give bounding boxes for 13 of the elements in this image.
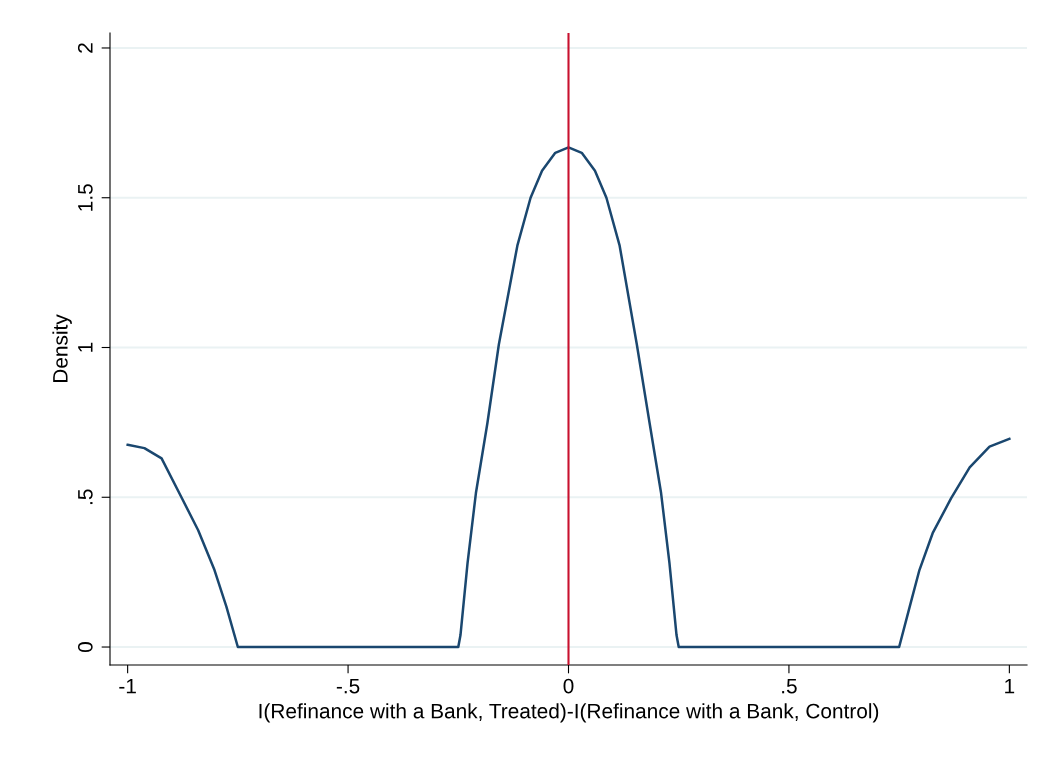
x-axis-title: I(Refinance with a Bank, Treated)-I(Refinance with a Bank, Control) (259, 703, 879, 723)
x-tick-label: -.5 (336, 678, 360, 694)
y-tick-label: 2 (77, 43, 93, 53)
y-tick-label: 1.5 (78, 184, 93, 211)
y-tick-label: 1 (78, 342, 93, 352)
x-tick-label: 1 (1005, 678, 1015, 694)
y-axis-title: Density (52, 314, 72, 383)
x-tick-label: -1 (119, 678, 136, 694)
x-tick-label: 0 (563, 678, 574, 694)
x-tick-label: .5 (782, 678, 797, 694)
y-tick-label: 0 (77, 642, 93, 653)
y-tick-label: .5 (78, 489, 93, 505)
line-series (126, 146, 1011, 649)
